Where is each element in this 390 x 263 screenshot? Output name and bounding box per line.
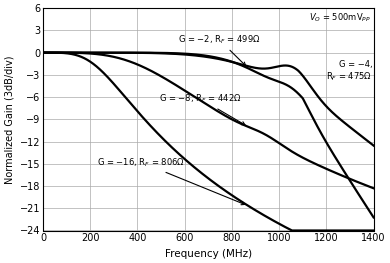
Text: G = $-$2, R$_F$ = 499$\Omega$: G = $-$2, R$_F$ = 499$\Omega$ xyxy=(177,33,260,66)
Text: $V_O$ = 500mV$_{PP}$: $V_O$ = 500mV$_{PP}$ xyxy=(309,12,371,24)
X-axis label: Frequency (MHz): Frequency (MHz) xyxy=(165,249,252,259)
Text: G = $-$8, R$_F$ = 442$\Omega$: G = $-$8, R$_F$ = 442$\Omega$ xyxy=(159,92,245,125)
Text: G = $-$16, R$_F$ = 806$\Omega$: G = $-$16, R$_F$ = 806$\Omega$ xyxy=(98,156,245,205)
Y-axis label: Normalized Gain (3dB/div): Normalized Gain (3dB/div) xyxy=(4,55,14,184)
Text: G = −4,
R$_F$ = 475$\Omega$: G = −4, R$_F$ = 475$\Omega$ xyxy=(326,60,372,83)
